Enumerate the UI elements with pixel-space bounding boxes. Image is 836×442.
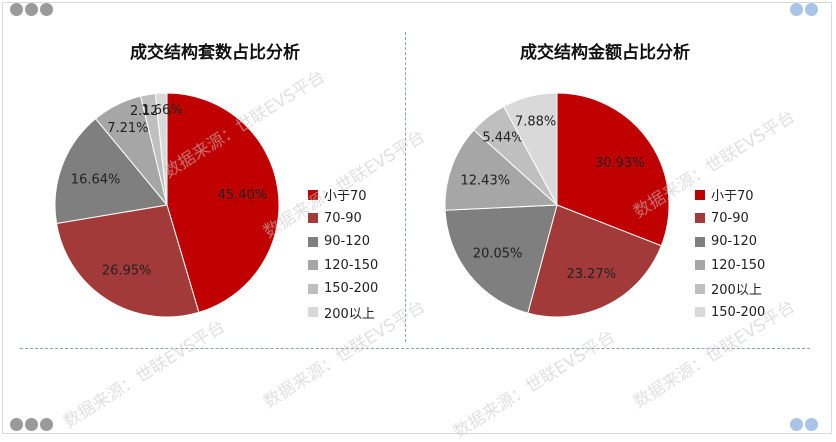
legend-swatch (695, 213, 705, 224)
dot-icon (790, 418, 803, 431)
legend-swatch (308, 260, 318, 271)
horizontal-divider (20, 348, 810, 349)
legend-label: 120-150 (324, 257, 379, 273)
dot-icon (790, 3, 803, 16)
pie-data-label: 1.66% (141, 103, 182, 118)
pie-slice (527, 204, 662, 318)
legend-label: 90-120 (711, 234, 758, 250)
pie-data-label: 7.21% (107, 121, 148, 136)
pie-slice (55, 204, 200, 318)
legend-swatch (695, 307, 705, 318)
pie-data-label: 23.27% (567, 267, 617, 282)
legend-swatch (695, 236, 705, 247)
decor-dots-bottom-left (10, 418, 53, 431)
legend-entry: 小于70 (308, 183, 378, 207)
pie-slice (444, 129, 559, 211)
decor-dots-top-right (790, 3, 818, 16)
legend-entry: 200以上 (695, 277, 765, 301)
legend-label: 小于70 (711, 189, 754, 205)
legend-entry: 90-120 (308, 230, 378, 254)
legend-swatch (308, 213, 318, 224)
pie-data-label: 45.40% (218, 188, 268, 203)
legend-amount: 小于70 70-90 90-120 120-150 200以上 150-200 (695, 183, 765, 324)
pie-data-label: 26.95% (102, 264, 152, 279)
dot-icon (25, 3, 38, 16)
legend-label: 90-120 (324, 234, 371, 250)
chart-title-amount: 成交结构金额占比分析 (520, 43, 690, 63)
legend-swatch (308, 307, 318, 318)
pie-slice (154, 92, 168, 206)
legend-entry: 小于70 (695, 183, 765, 207)
legend-label: 150-200 (324, 281, 379, 297)
legend-swatch (308, 189, 318, 200)
legend-label: 120-150 (711, 257, 766, 273)
pie-slice (54, 117, 168, 225)
pie-data-label: 5.44% (482, 130, 523, 145)
dot-icon (40, 418, 53, 431)
legend-entry: 200以上 (308, 301, 378, 325)
pie-data-label: 7.88% (515, 114, 556, 129)
pie-data-label: 20.05% (473, 247, 523, 262)
legend-label: 小于70 (324, 189, 367, 205)
legend-label: 70-90 (711, 210, 749, 226)
pie-slice (444, 204, 558, 314)
legend-label: 70-90 (324, 210, 362, 226)
pie-slice (503, 92, 558, 206)
legend-swatch (308, 283, 318, 294)
dot-icon (805, 3, 818, 16)
pie-data-label: 12.43% (461, 173, 511, 188)
legend-label: 200以上 (324, 306, 375, 322)
legend-entry: 70-90 (695, 207, 765, 231)
pie-slice (556, 92, 670, 247)
dot-icon (10, 3, 23, 16)
chart-frame (2, 2, 832, 434)
pie-slice (166, 92, 280, 313)
legend-entry: 120-150 (308, 254, 378, 278)
decor-dots-bottom-right (790, 418, 818, 431)
legend-swatch (695, 283, 705, 294)
dot-icon (40, 3, 53, 16)
legend-swatch (308, 236, 318, 247)
dot-icon (10, 418, 23, 431)
pie-chart-amount: 30.93% 23.27% 20.05% 12.43% 5.44%7.88% (444, 92, 670, 318)
legend-entry: 70-90 (308, 207, 378, 231)
legend-swatch (695, 260, 705, 271)
decor-dots-top-left (10, 3, 53, 16)
legend-label: 200以上 (711, 283, 762, 299)
chart-title-units: 成交结构套数占比分析 (130, 43, 300, 63)
pie-data-label: 30.93% (595, 156, 645, 171)
legend-label: 150-200 (711, 304, 766, 320)
legend-swatch (695, 189, 705, 200)
legend-entry: 90-120 (695, 230, 765, 254)
pie-chart-units: 45.40%26.95%16.64%7.21%2.12%1.66% (54, 92, 280, 318)
dot-icon (25, 418, 38, 431)
pie-data-label: 16.64% (71, 172, 121, 187)
legend-entry: 150-200 (308, 277, 378, 301)
dot-icon (805, 418, 818, 431)
legend-entry: 150-200 (695, 301, 765, 325)
legend-entry: 120-150 (695, 254, 765, 278)
vertical-divider (405, 32, 406, 342)
legend-units: 小于70 70-90 90-120 120-150 150-200 200以上 (308, 183, 378, 324)
